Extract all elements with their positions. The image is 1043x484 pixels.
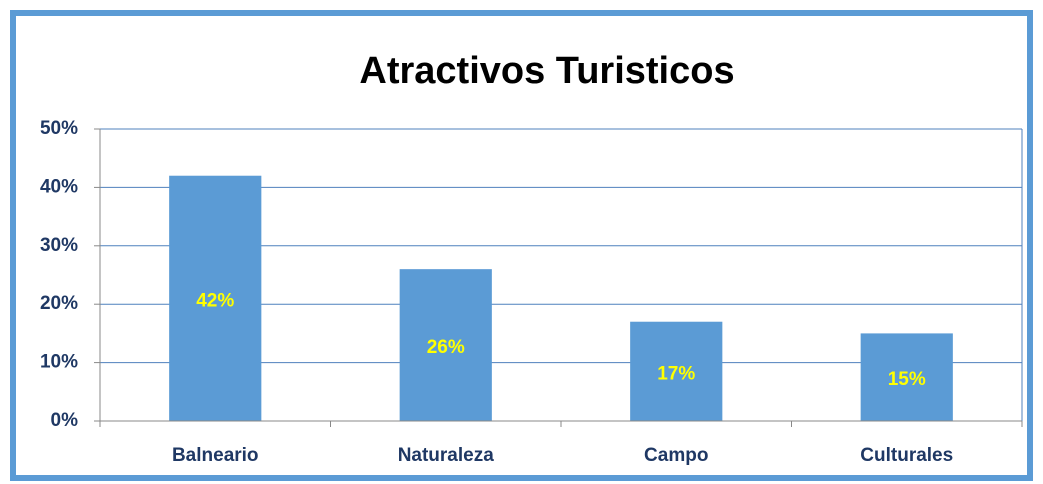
data-label: 17% — [657, 363, 695, 384]
x-tick-label: Campo — [644, 445, 708, 466]
y-tick-label: 30% — [40, 235, 78, 256]
x-tick-label: Balneario — [172, 445, 259, 466]
data-label: 42% — [196, 290, 234, 311]
x-tick-label: Naturaleza — [398, 445, 495, 466]
data-label: 26% — [427, 337, 465, 358]
y-tick-label: 0% — [51, 410, 79, 431]
y-tick-label: 10% — [40, 352, 78, 373]
data-label: 15% — [888, 369, 926, 390]
bar — [860, 333, 953, 421]
chart-title: Atractivos Turisticos — [359, 50, 734, 92]
x-tick-label: Culturales — [860, 445, 953, 466]
bar — [399, 269, 492, 421]
y-tick-label: 50% — [40, 118, 78, 139]
y-tick-label: 20% — [40, 293, 78, 314]
bar — [169, 175, 262, 421]
y-tick-label: 40% — [40, 176, 78, 197]
bar — [630, 321, 723, 421]
